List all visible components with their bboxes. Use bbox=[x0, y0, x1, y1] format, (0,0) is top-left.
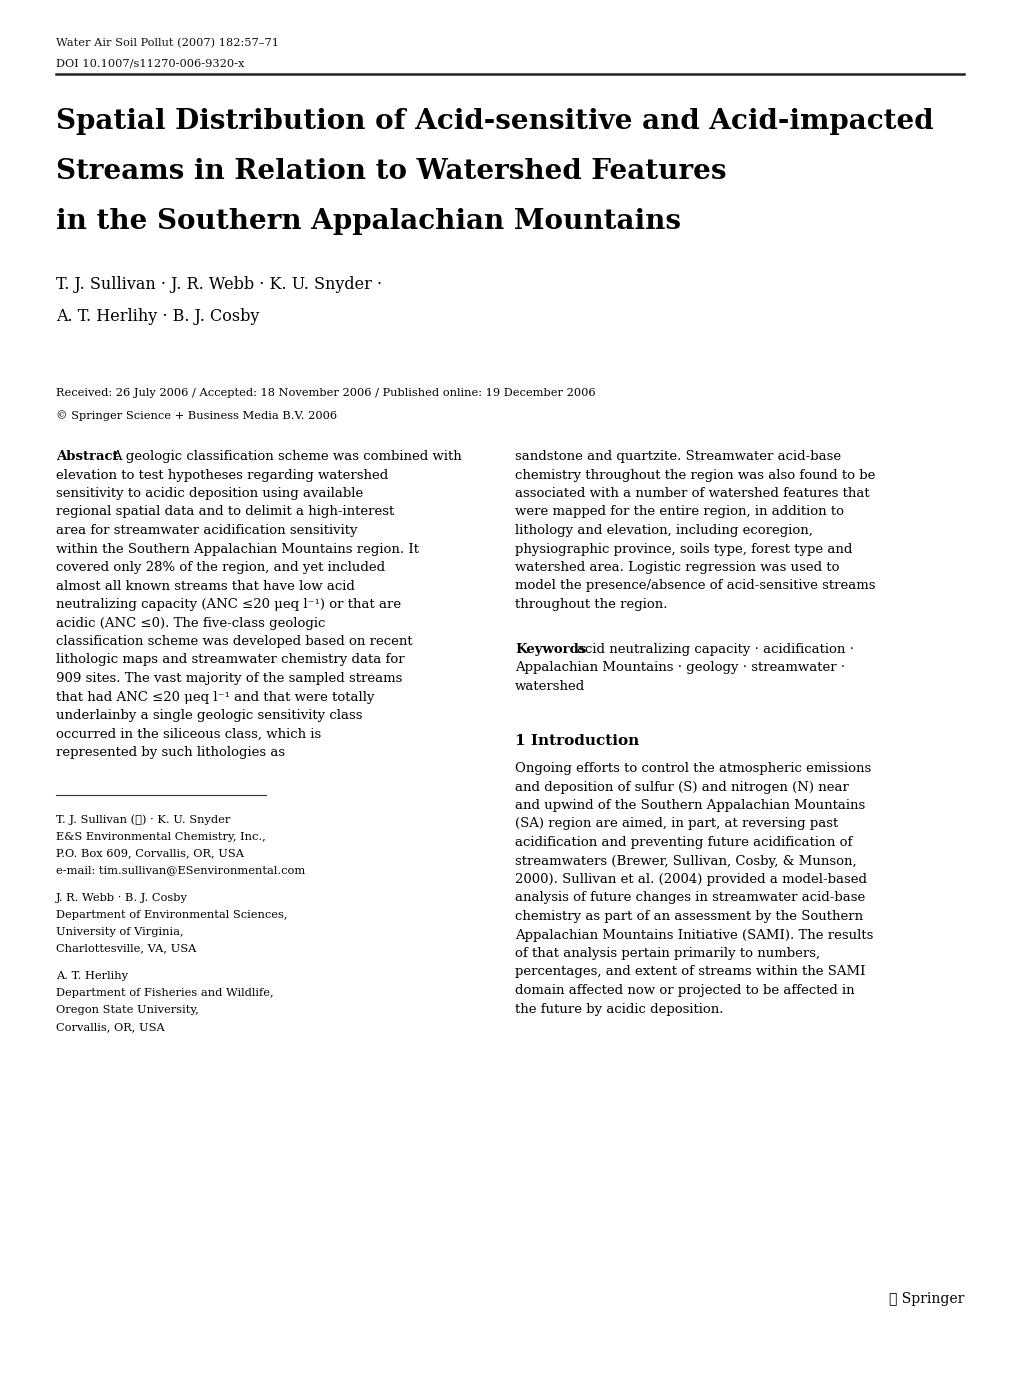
Text: within the Southern Appalachian Mountains region. It: within the Southern Appalachian Mountain… bbox=[56, 543, 419, 555]
Text: University of Virginia,: University of Virginia, bbox=[56, 926, 183, 937]
Text: Keywords: Keywords bbox=[515, 643, 586, 655]
Text: E&S Environmental Chemistry, Inc.,: E&S Environmental Chemistry, Inc., bbox=[56, 831, 266, 841]
Text: Water Air Soil Pollut (2007) 182:57–71: Water Air Soil Pollut (2007) 182:57–71 bbox=[56, 38, 279, 48]
Text: analysis of future changes in streamwater acid-base: analysis of future changes in streamwate… bbox=[515, 892, 864, 904]
Text: 909 sites. The vast majority of the sampled streams: 909 sites. The vast majority of the samp… bbox=[56, 672, 401, 686]
Text: area for streamwater acidification sensitivity: area for streamwater acidification sensi… bbox=[56, 523, 357, 537]
Text: Charlottesville, VA, USA: Charlottesville, VA, USA bbox=[56, 944, 197, 954]
Text: chemistry throughout the region was also found to be: chemistry throughout the region was also… bbox=[515, 469, 874, 481]
Text: Oregon State University,: Oregon State University, bbox=[56, 1004, 199, 1015]
Text: sensitivity to acidic deposition using available: sensitivity to acidic deposition using a… bbox=[56, 486, 363, 500]
Text: neutralizing capacity (ANC ≤20 μeq l⁻¹) or that are: neutralizing capacity (ANC ≤20 μeq l⁻¹) … bbox=[56, 598, 400, 611]
Text: 2000). Sullivan et al. (2004) provided a model-based: 2000). Sullivan et al. (2004) provided a… bbox=[515, 872, 866, 886]
Text: DOI 10.1007/s11270-006-9320-x: DOI 10.1007/s11270-006-9320-x bbox=[56, 58, 245, 67]
Text: associated with a number of watershed features that: associated with a number of watershed fe… bbox=[515, 486, 869, 500]
Text: and deposition of sulfur (S) and nitrogen (N) near: and deposition of sulfur (S) and nitroge… bbox=[515, 780, 848, 794]
Text: Appalachian Mountains Initiative (SAMI). The results: Appalachian Mountains Initiative (SAMI).… bbox=[515, 929, 872, 941]
Text: almost all known streams that have low acid: almost all known streams that have low a… bbox=[56, 580, 355, 592]
Text: the future by acidic deposition.: the future by acidic deposition. bbox=[515, 1003, 722, 1015]
Text: covered only 28% of the region, and yet included: covered only 28% of the region, and yet … bbox=[56, 561, 385, 574]
Text: Ⓜ Springer: Ⓜ Springer bbox=[888, 1292, 963, 1307]
Text: watershed area. Logistic regression was used to: watershed area. Logistic regression was … bbox=[515, 561, 839, 574]
Text: sandstone and quartzite. Streamwater acid-base: sandstone and quartzite. Streamwater aci… bbox=[515, 451, 841, 463]
Text: A. T. Herlihy: A. T. Herlihy bbox=[56, 971, 127, 981]
Text: watershed: watershed bbox=[515, 680, 585, 692]
Text: elevation to test hypotheses regarding watershed: elevation to test hypotheses regarding w… bbox=[56, 469, 388, 481]
Text: Corvallis, OR, USA: Corvallis, OR, USA bbox=[56, 1022, 165, 1032]
Text: A. T. Herlihy · B. J. Cosby: A. T. Herlihy · B. J. Cosby bbox=[56, 308, 259, 326]
Text: and upwind of the Southern Appalachian Mountains: and upwind of the Southern Appalachian M… bbox=[515, 800, 864, 812]
Text: throughout the region.: throughout the region. bbox=[515, 598, 666, 611]
Text: (SA) region are aimed, in part, at reversing past: (SA) region are aimed, in part, at rever… bbox=[515, 818, 838, 830]
Text: that had ANC ≤20 μeq l⁻¹ and that were totally: that had ANC ≤20 μeq l⁻¹ and that were t… bbox=[56, 691, 374, 703]
Text: Ongoing efforts to control the atmospheric emissions: Ongoing efforts to control the atmospher… bbox=[515, 763, 870, 775]
Text: percentages, and extent of streams within the SAMI: percentages, and extent of streams withi… bbox=[515, 966, 865, 978]
Text: P.O. Box 609, Corvallis, OR, USA: P.O. Box 609, Corvallis, OR, USA bbox=[56, 849, 244, 859]
Text: T. J. Sullivan (✉) · K. U. Snyder: T. J. Sullivan (✉) · K. U. Snyder bbox=[56, 815, 230, 824]
Text: lithology and elevation, including ecoregion,: lithology and elevation, including ecore… bbox=[515, 523, 812, 537]
Text: in the Southern Appalachian Mountains: in the Southern Appalachian Mountains bbox=[56, 207, 681, 235]
Text: acid neutralizing capacity · acidification ·: acid neutralizing capacity · acidificati… bbox=[577, 643, 853, 655]
Text: e-mail: tim.sullivan@ESenvironmental.com: e-mail: tim.sullivan@ESenvironmental.com bbox=[56, 866, 305, 875]
Text: Abstract: Abstract bbox=[56, 451, 118, 463]
Text: classification scheme was developed based on recent: classification scheme was developed base… bbox=[56, 635, 413, 649]
Text: Department of Environmental Sciences,: Department of Environmental Sciences, bbox=[56, 910, 287, 919]
Text: A geologic classification scheme was combined with: A geologic classification scheme was com… bbox=[112, 451, 462, 463]
Text: underlainby a single geologic sensitivity class: underlainby a single geologic sensitivit… bbox=[56, 709, 362, 721]
Text: Spatial Distribution of Acid-sensitive and Acid-impacted: Spatial Distribution of Acid-sensitive a… bbox=[56, 109, 932, 135]
Text: occurred in the siliceous class, which is: occurred in the siliceous class, which i… bbox=[56, 727, 321, 741]
Text: chemistry as part of an assessment by the Southern: chemistry as part of an assessment by th… bbox=[515, 910, 862, 923]
Text: regional spatial data and to delimit a high-interest: regional spatial data and to delimit a h… bbox=[56, 506, 394, 518]
Text: acidic (ANC ≤0). The five-class geologic: acidic (ANC ≤0). The five-class geologic bbox=[56, 617, 325, 629]
Text: of that analysis pertain primarily to numbers,: of that analysis pertain primarily to nu… bbox=[515, 947, 819, 960]
Text: © Springer Science + Business Media B.V. 2006: © Springer Science + Business Media B.V.… bbox=[56, 409, 337, 420]
Text: Received: 26 July 2006 / Accepted: 18 November 2006 / Published online: 19 Decem: Received: 26 July 2006 / Accepted: 18 No… bbox=[56, 387, 595, 398]
Text: 1 Introduction: 1 Introduction bbox=[515, 734, 639, 747]
Text: J. R. Webb · B. J. Cosby: J. R. Webb · B. J. Cosby bbox=[56, 893, 187, 903]
Text: Appalachian Mountains · geology · streamwater ·: Appalachian Mountains · geology · stream… bbox=[515, 661, 845, 675]
Text: physiographic province, soils type, forest type and: physiographic province, soils type, fore… bbox=[515, 543, 852, 555]
Text: represented by such lithologies as: represented by such lithologies as bbox=[56, 746, 285, 758]
Text: model the presence/absence of acid-sensitive streams: model the presence/absence of acid-sensi… bbox=[515, 580, 874, 592]
Text: Department of Fisheries and Wildlife,: Department of Fisheries and Wildlife, bbox=[56, 988, 273, 998]
Text: streamwaters (Brewer, Sullivan, Cosby, & Munson,: streamwaters (Brewer, Sullivan, Cosby, &… bbox=[515, 855, 856, 867]
Text: Streams in Relation to Watershed Features: Streams in Relation to Watershed Feature… bbox=[56, 158, 726, 185]
Text: T. J. Sullivan · J. R. Webb · K. U. Snyder ·: T. J. Sullivan · J. R. Webb · K. U. Snyd… bbox=[56, 276, 382, 293]
Text: lithologic maps and streamwater chemistry data for: lithologic maps and streamwater chemistr… bbox=[56, 654, 405, 666]
Text: domain affected now or projected to be affected in: domain affected now or projected to be a… bbox=[515, 984, 854, 998]
Text: were mapped for the entire region, in addition to: were mapped for the entire region, in ad… bbox=[515, 506, 843, 518]
Text: acidification and preventing future acidification of: acidification and preventing future acid… bbox=[515, 835, 852, 849]
